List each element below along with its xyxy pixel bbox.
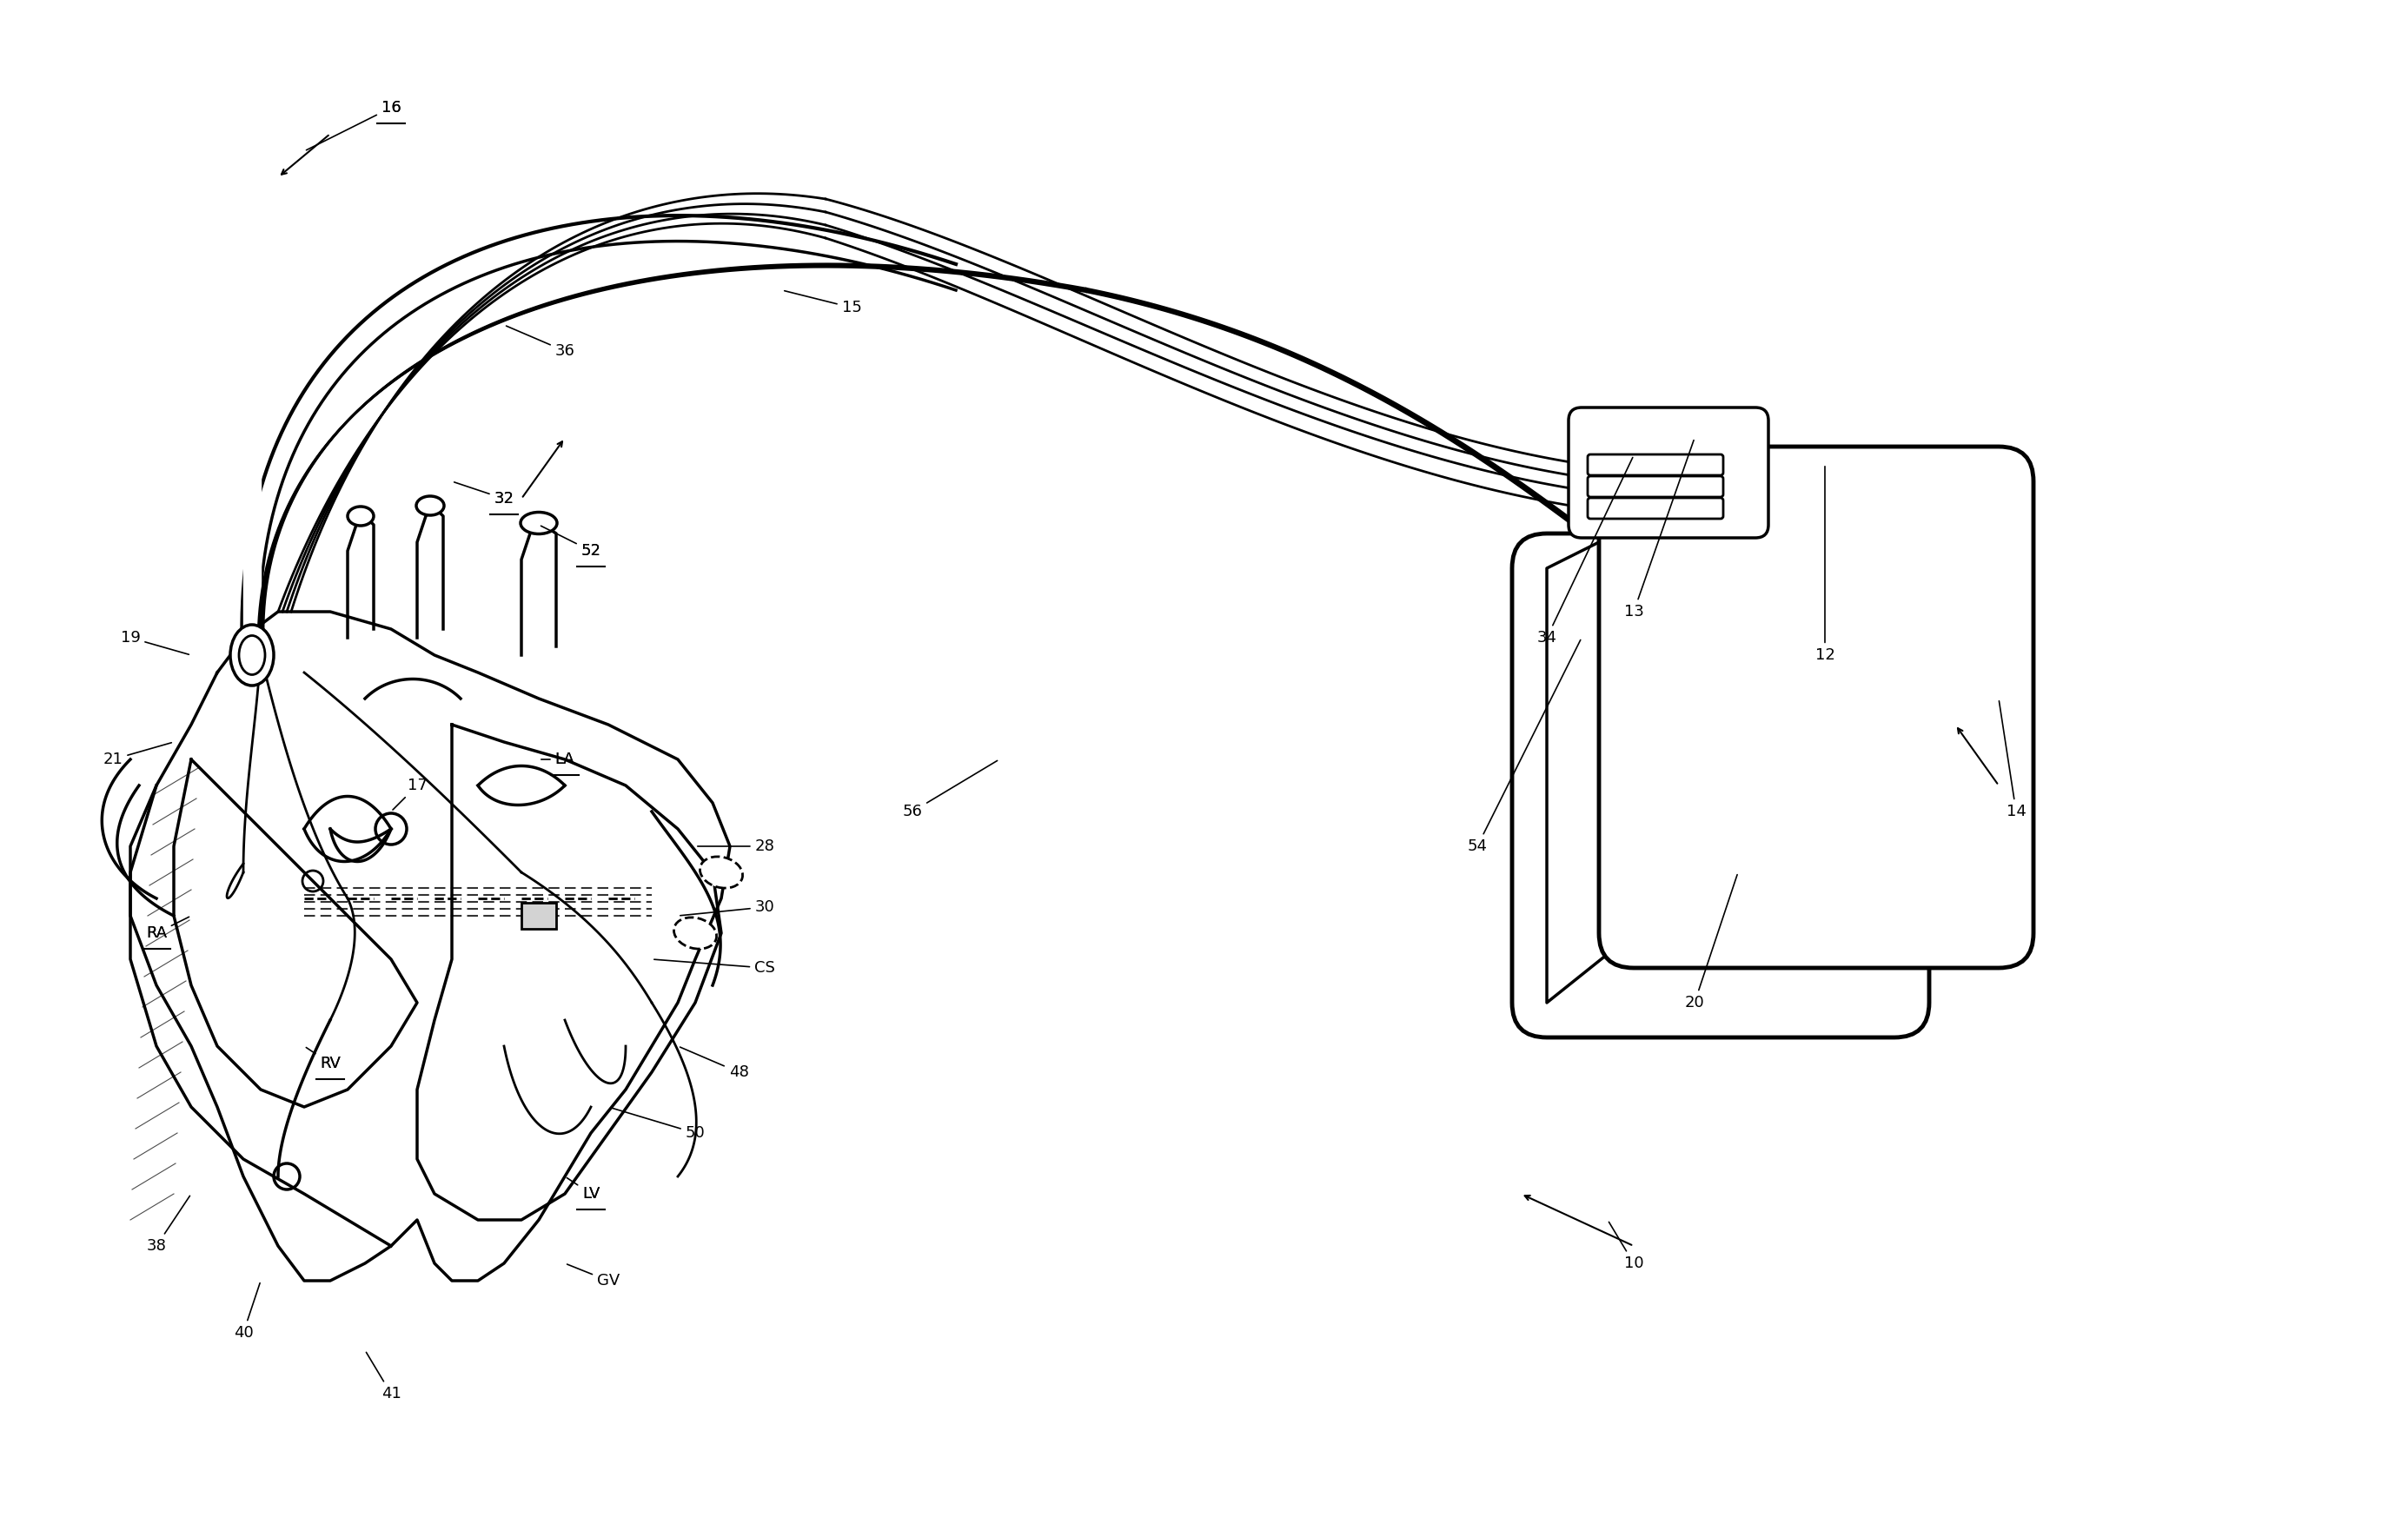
Ellipse shape xyxy=(701,856,742,888)
Ellipse shape xyxy=(231,625,275,686)
Text: 14: 14 xyxy=(1999,701,2025,820)
Text: LA: LA xyxy=(542,751,576,767)
Text: LV: LV xyxy=(583,1186,600,1201)
Text: GV: GV xyxy=(568,1265,619,1288)
Text: RA: RA xyxy=(147,917,188,940)
Text: 12: 12 xyxy=(1816,466,1835,663)
Text: 32: 32 xyxy=(455,482,513,506)
Text: 15: 15 xyxy=(785,291,862,315)
Text: 10: 10 xyxy=(1609,1222,1645,1271)
Text: 21: 21 xyxy=(104,742,171,767)
Polygon shape xyxy=(1546,524,1633,1003)
Ellipse shape xyxy=(347,506,373,526)
Text: 50: 50 xyxy=(612,1108,706,1141)
Text: 28: 28 xyxy=(698,838,775,853)
Text: 36: 36 xyxy=(506,326,576,358)
Text: 40: 40 xyxy=(234,1283,260,1341)
Ellipse shape xyxy=(520,512,556,533)
Text: LV: LV xyxy=(566,1178,600,1201)
FancyBboxPatch shape xyxy=(523,902,556,928)
FancyBboxPatch shape xyxy=(1587,475,1724,497)
Text: 16: 16 xyxy=(306,101,402,149)
FancyBboxPatch shape xyxy=(1587,454,1724,475)
FancyBboxPatch shape xyxy=(1568,407,1767,538)
Text: RV: RV xyxy=(320,1056,340,1071)
Text: RV: RV xyxy=(306,1047,340,1071)
Text: 41: 41 xyxy=(366,1352,402,1402)
FancyBboxPatch shape xyxy=(1512,533,1929,1038)
Polygon shape xyxy=(173,759,417,1106)
Text: 13: 13 xyxy=(1623,440,1693,619)
Text: 54: 54 xyxy=(1466,640,1580,853)
Text: RA: RA xyxy=(147,925,166,940)
Text: 38: 38 xyxy=(147,1196,190,1254)
Ellipse shape xyxy=(417,497,443,515)
Ellipse shape xyxy=(674,917,718,949)
Text: 34: 34 xyxy=(1536,457,1633,646)
Text: 20: 20 xyxy=(1686,875,1736,1010)
Text: 32: 32 xyxy=(494,491,513,506)
FancyBboxPatch shape xyxy=(1599,447,2032,968)
Text: 16: 16 xyxy=(380,101,402,116)
Text: 52: 52 xyxy=(580,543,602,559)
Text: 56: 56 xyxy=(903,760,997,820)
Text: 30: 30 xyxy=(679,899,775,916)
Text: 19: 19 xyxy=(120,629,188,654)
Polygon shape xyxy=(417,724,722,1219)
Text: 52: 52 xyxy=(542,526,602,559)
Text: 48: 48 xyxy=(679,1047,749,1081)
Text: CS: CS xyxy=(655,960,775,975)
FancyBboxPatch shape xyxy=(1587,498,1724,518)
Text: 17: 17 xyxy=(393,777,426,809)
Text: LA: LA xyxy=(554,751,576,767)
